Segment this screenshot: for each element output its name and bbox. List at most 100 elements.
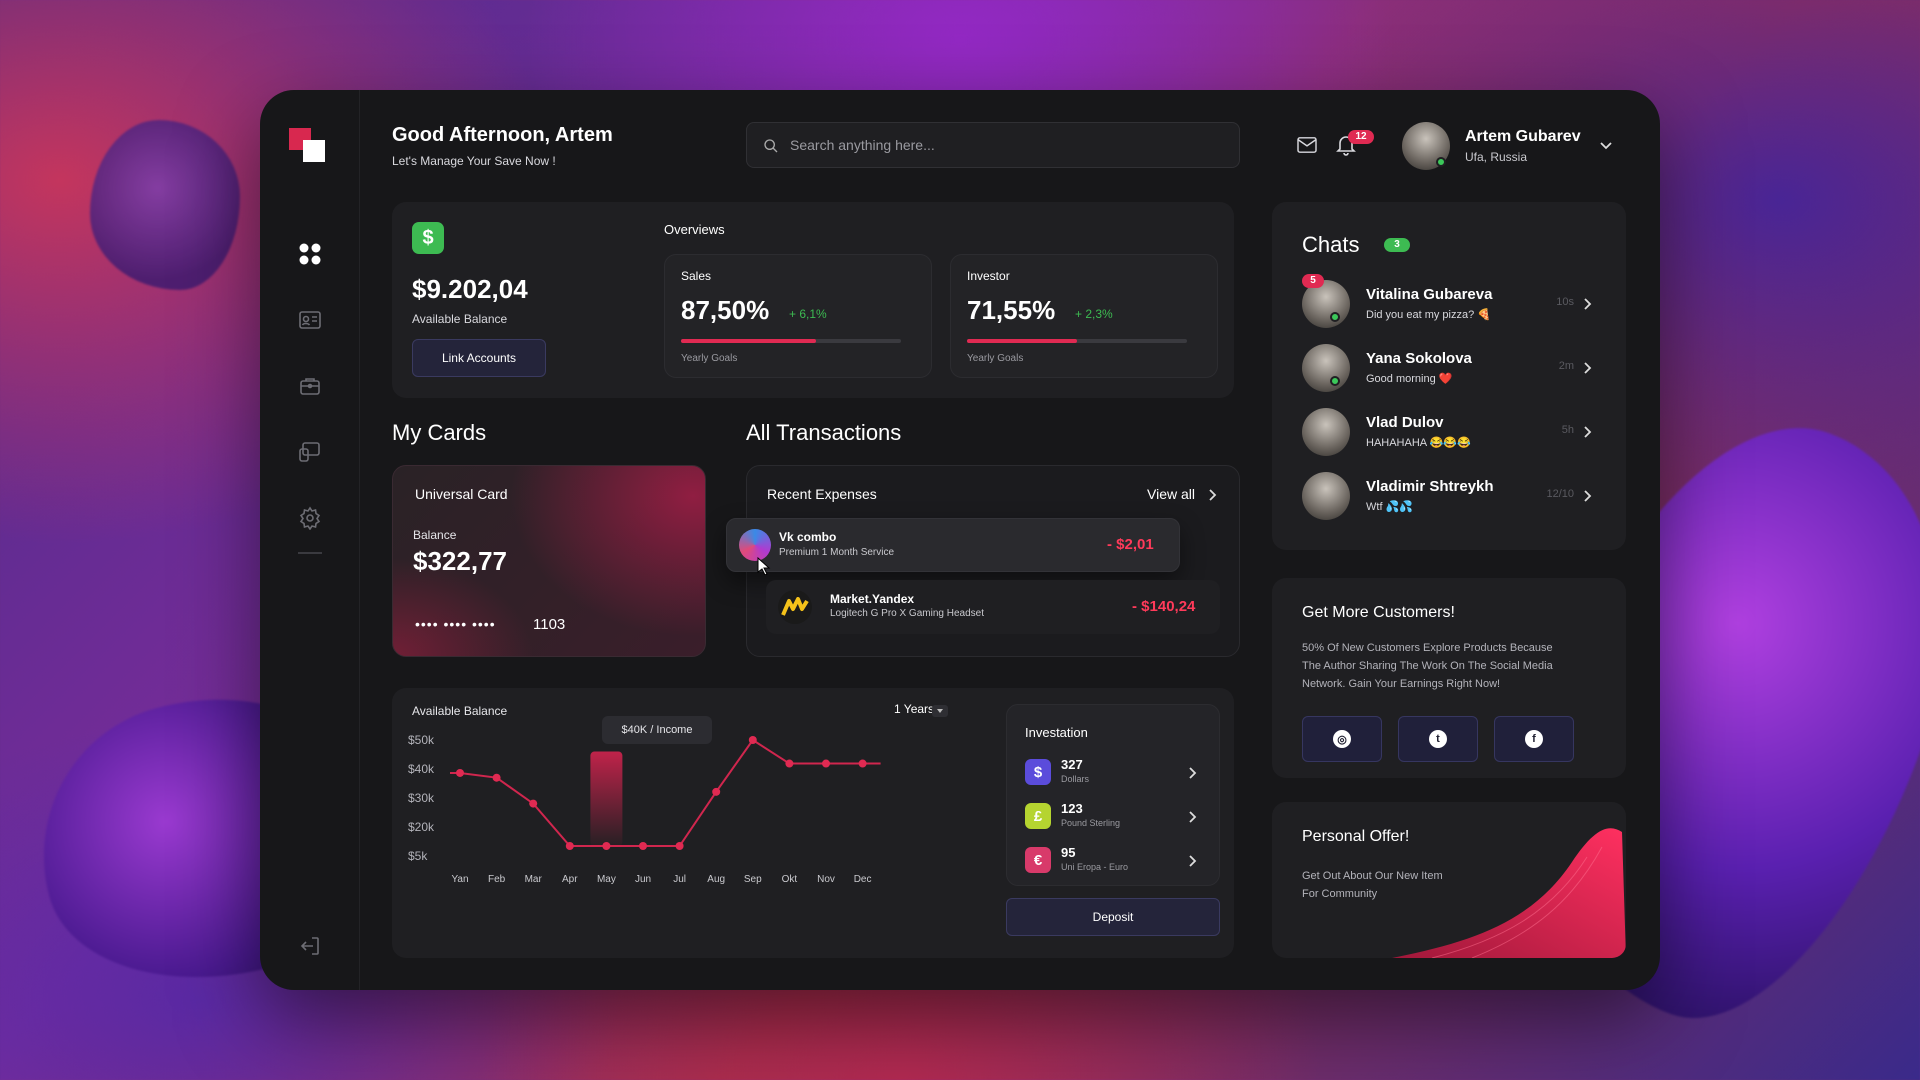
search-bar[interactable]: Search anything here...: [746, 122, 1240, 168]
chart-point[interactable]: [602, 842, 611, 850]
chat-message: Did you eat my pizza? 🍕: [1366, 309, 1491, 321]
x-tick-label: May: [597, 874, 616, 885]
investation-label: Uni Eropa - Euro: [1061, 862, 1129, 872]
chevron-right-icon[interactable]: [1189, 855, 1197, 867]
view-all-link[interactable]: View all: [1147, 486, 1195, 502]
period-dropdown-icon[interactable]: [932, 705, 948, 717]
balance-chart-card: Available Balance 1 Years $50k $40k $30k $2…: [392, 688, 1234, 958]
card-balance: $322,77: [413, 546, 507, 576]
link-accounts-button[interactable]: Link Accounts: [412, 339, 546, 377]
card-last4: 1103: [533, 616, 566, 633]
chart-point[interactable]: [785, 759, 794, 768]
chat-item[interactable]: Vladimir Shtreykh Wtf 💦💦 12/10: [1272, 470, 1626, 522]
promo-text-line: The Author Sharing The Work On The Socia…: [1302, 660, 1553, 672]
promo-text-line: Network. Gain Your Earnings Right Now!: [1302, 678, 1501, 690]
chat-name: Vitalina Gubareva: [1366, 286, 1493, 303]
chat-avatar: [1302, 472, 1350, 520]
x-tick-label: Mar: [525, 874, 543, 885]
universal-card[interactable]: Universal Card Balance $322,77 •••• ••••…: [392, 465, 706, 657]
chart-point[interactable]: [492, 773, 501, 782]
investation-title: Investation: [1025, 725, 1088, 740]
transaction-row[interactable]: Market.Yandex Logitech G Pro X Gaming He…: [766, 580, 1220, 634]
transaction-row[interactable]: Vk combo Premium 1 Month Service - $2,01: [726, 518, 1180, 575]
investation-row[interactable]: € 95 Uni Eropa - Euro: [1007, 843, 1221, 879]
y-tick-label: $40k: [408, 762, 435, 776]
chart-point[interactable]: [675, 842, 684, 850]
search-input[interactable]: Search anything here...: [790, 137, 935, 153]
y-tick-label: $30k: [408, 791, 435, 805]
chat-message: Good morning ❤️: [1366, 373, 1453, 385]
deposit-button[interactable]: Deposit: [1006, 898, 1220, 936]
unread-badge: 5: [1302, 274, 1324, 288]
chats-count-badge: 3: [1384, 238, 1410, 252]
settings-icon[interactable]: [296, 504, 324, 532]
currency-icon: £: [1025, 803, 1051, 829]
facebook-button[interactable]: f: [1494, 716, 1574, 762]
logout-icon[interactable]: [296, 932, 324, 960]
cursor-icon: [757, 557, 771, 575]
investation-panel: Investation $ 327 Dollars £ 123 Pound St…: [1006, 704, 1220, 886]
balance-amount: $9.202,04: [412, 274, 528, 304]
chat-item[interactable]: 5 Vitalina Gubareva Did you eat my pizza…: [1272, 274, 1626, 330]
chat-item[interactable]: Yana Sokolova Good morning ❤️ 2m: [1272, 342, 1626, 394]
chevron-right-icon[interactable]: [1209, 489, 1217, 501]
x-tick-label: Nov: [817, 874, 835, 885]
chart-point[interactable]: [748, 736, 757, 744]
card-balance-label: Balance: [413, 528, 457, 542]
market-yandex-logo: [778, 590, 812, 624]
promo-title: Get More Customers!: [1302, 604, 1455, 621]
chevron-right-icon[interactable]: [1189, 767, 1197, 779]
sales-label: Sales: [681, 269, 712, 283]
chevron-right-icon[interactable]: [1584, 298, 1592, 310]
logo[interactable]: [289, 128, 331, 164]
investation-row[interactable]: $ 327 Dollars: [1007, 755, 1221, 791]
briefcase-icon[interactable]: [296, 372, 324, 400]
investation-value: 123: [1061, 801, 1083, 816]
chart-point[interactable]: [822, 759, 830, 768]
chart-point[interactable]: [712, 787, 721, 796]
chat-time: 2m: [1558, 360, 1574, 372]
transaction-amount: - $140,24: [1132, 598, 1196, 615]
investor-goal-label: Yearly Goals: [967, 353, 1024, 364]
investation-row[interactable]: £ 123 Pound Sterling: [1007, 799, 1221, 835]
contacts-icon[interactable]: [296, 306, 324, 334]
x-tick-label: Sep: [744, 874, 762, 885]
investation-label: Pound Sterling: [1061, 818, 1121, 828]
offer-text-line: For Community: [1302, 888, 1378, 900]
transactions-title: All Transactions: [746, 420, 902, 445]
chevron-right-icon[interactable]: [1584, 490, 1592, 502]
chevron-right-icon[interactable]: [1189, 811, 1197, 823]
greeting-subtitle: Let's Manage Your Save Now !: [392, 154, 556, 168]
twitter-button[interactable]: t: [1398, 716, 1478, 762]
greeting-title: Good Afternoon, Artem: [392, 124, 613, 146]
chat-item[interactable]: Vlad Dulov HAHAHAHA 😂😂😂 5h: [1272, 406, 1626, 458]
period-selector[interactable]: 1 Years: [894, 702, 935, 716]
devices-icon[interactable]: [296, 438, 324, 466]
personal-offer-card[interactable]: Personal Offer! Get Out About Our New It…: [1272, 802, 1626, 958]
chevron-right-icon[interactable]: [1584, 362, 1592, 374]
sales-overview: Sales 87,50% + 6,1% Yearly Goals: [664, 254, 932, 378]
chart-highlight-bar: [590, 751, 623, 846]
online-indicator: [1330, 376, 1340, 386]
instagram-button[interactable]: ◎: [1302, 716, 1382, 762]
x-tick-label: Okt: [782, 874, 798, 885]
mail-icon[interactable]: [1296, 136, 1318, 154]
card-masked-number: •••• •••• ••••: [415, 616, 496, 632]
chart-point[interactable]: [456, 768, 464, 777]
chart-point[interactable]: [529, 799, 538, 808]
overviews-title: Overviews: [664, 222, 725, 237]
x-tick-label: Apr: [562, 874, 578, 885]
chart-point[interactable]: [639, 842, 647, 850]
chart-point[interactable]: [565, 842, 574, 850]
y-tick-label: $20k: [408, 820, 435, 834]
sidebar: [260, 90, 360, 990]
dashboard-icon[interactable]: [296, 240, 324, 268]
promo-card: Get More Customers! 50% Of New Customers…: [1272, 578, 1626, 778]
balance-line-chart: $50k $40k $30k $20k $5k Yan Feb Mar Apr May Jun Jul…: [408, 733, 881, 885]
x-tick-label: Yan: [451, 874, 468, 885]
currency-icon: $: [1025, 759, 1051, 785]
chevron-right-icon[interactable]: [1584, 426, 1592, 438]
offer-text-line: Get Out About Our New Item: [1302, 870, 1443, 882]
chart-point[interactable]: [858, 759, 867, 768]
chevron-down-icon[interactable]: [1600, 142, 1612, 150]
